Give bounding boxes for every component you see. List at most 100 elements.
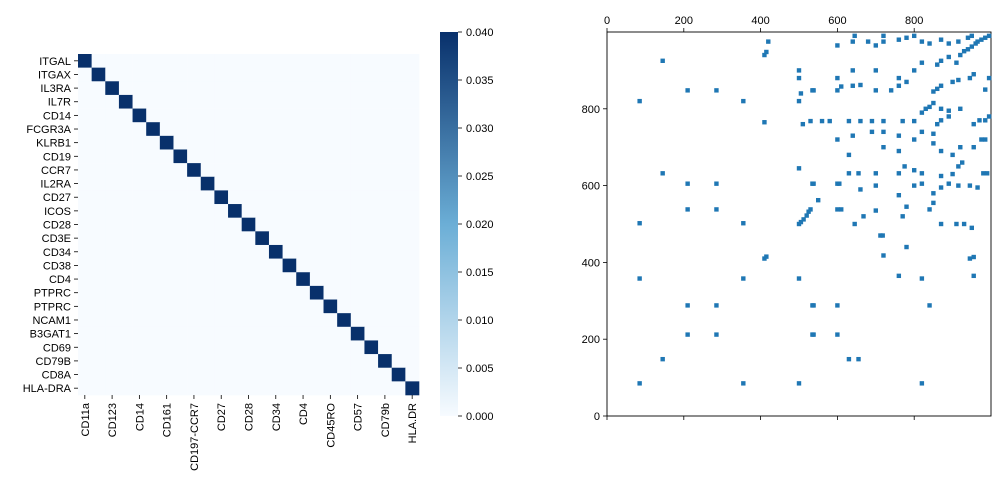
heatmap-cell bbox=[187, 217, 202, 232]
heatmap-cell bbox=[405, 285, 420, 300]
heatmap-cell bbox=[296, 381, 311, 396]
heatmap-cell bbox=[78, 67, 92, 82]
spy-point bbox=[986, 75, 992, 81]
spy-y-tick-label: 600 bbox=[582, 181, 600, 193]
spy-point bbox=[960, 160, 965, 165]
heatmap-cell bbox=[105, 326, 120, 341]
spy-point bbox=[919, 39, 925, 44]
spy-point bbox=[819, 118, 825, 124]
heatmap-cell bbox=[105, 163, 120, 178]
heatmap-cell bbox=[378, 231, 393, 246]
heatmap-cell bbox=[241, 299, 256, 314]
heatmap-cell bbox=[391, 244, 406, 259]
heatmap-cell bbox=[228, 231, 242, 246]
heatmap-row-label: ICOS bbox=[44, 206, 71, 218]
heatmap-cell bbox=[268, 217, 283, 232]
heatmap-cell bbox=[350, 204, 365, 218]
heatmap-cell bbox=[364, 326, 379, 341]
heatmap-cell bbox=[132, 381, 147, 396]
spy-point bbox=[881, 33, 886, 39]
heatmap-cell bbox=[405, 204, 420, 218]
heatmap-cell bbox=[78, 354, 92, 369]
heatmap-cell bbox=[118, 340, 133, 355]
heatmap-cell bbox=[241, 313, 256, 328]
heatmap-cell bbox=[350, 244, 365, 259]
heatmap-cell bbox=[364, 67, 379, 82]
colorbar-tick-label: 0.040 bbox=[466, 27, 494, 39]
heatmap-cell bbox=[146, 340, 161, 355]
heatmap-cell bbox=[132, 108, 147, 123]
colorbar-tick-label: 0.000 bbox=[466, 411, 494, 423]
heatmap-cell bbox=[173, 176, 188, 191]
heatmap-cell bbox=[282, 163, 297, 178]
spy-y-tick-label: 0 bbox=[594, 411, 600, 423]
heatmap-cell bbox=[309, 54, 324, 68]
heatmap-cell bbox=[391, 285, 406, 300]
spy-point bbox=[912, 183, 917, 188]
heatmap-cell bbox=[91, 190, 106, 205]
heatmap-cell bbox=[118, 190, 133, 205]
spy-x-tick-label: 0 bbox=[604, 15, 610, 27]
spy-point bbox=[835, 75, 840, 81]
heatmap-cell bbox=[405, 67, 420, 82]
spy-point bbox=[741, 98, 746, 104]
spy-point bbox=[896, 37, 902, 42]
spy-point bbox=[935, 86, 940, 92]
heatmap-cell bbox=[282, 313, 297, 328]
heatmap-cell bbox=[282, 190, 297, 205]
spy-point bbox=[811, 181, 816, 186]
spy-point bbox=[896, 133, 902, 138]
spy-point bbox=[904, 244, 909, 250]
spy-point bbox=[946, 108, 951, 113]
heatmap-cell bbox=[337, 231, 352, 246]
heatmap-cell bbox=[91, 163, 106, 178]
heatmap-cell bbox=[91, 231, 106, 246]
spy-x-tick-label: 400 bbox=[751, 15, 769, 27]
heatmap-cell bbox=[268, 149, 283, 164]
heatmap-cell bbox=[91, 81, 106, 96]
heatmap-cell bbox=[337, 381, 352, 396]
heatmap-cell bbox=[337, 367, 352, 382]
heatmap-cell bbox=[91, 204, 106, 218]
heatmap-cell bbox=[241, 258, 256, 273]
heatmap-cell bbox=[255, 94, 270, 109]
heatmap-cell bbox=[118, 67, 133, 82]
heatmap-cell bbox=[378, 272, 393, 287]
heatmap-cell bbox=[309, 367, 324, 382]
spy-point bbox=[798, 91, 804, 96]
heatmap-cell bbox=[364, 299, 379, 314]
heatmap-cell bbox=[282, 354, 297, 369]
heatmap-cell bbox=[159, 326, 174, 341]
spy-point bbox=[850, 39, 855, 44]
heatmap-cell bbox=[241, 94, 256, 109]
heatmap-cell bbox=[118, 176, 133, 191]
heatmap-cell bbox=[173, 94, 188, 109]
heatmap-cell bbox=[391, 135, 406, 150]
heatmap-cell bbox=[200, 204, 215, 218]
heatmap-cell bbox=[214, 67, 229, 82]
heatmap-cell bbox=[337, 285, 352, 300]
heatmap-cell bbox=[91, 326, 106, 341]
heatmap-cell bbox=[268, 135, 283, 150]
heatmap-cell bbox=[214, 54, 229, 68]
heatmap-cell bbox=[146, 54, 161, 68]
spy-point bbox=[956, 183, 961, 188]
spy-point bbox=[896, 171, 902, 176]
heatmap-row-label: FCGR3A bbox=[26, 124, 71, 136]
heatmap-cell bbox=[187, 176, 202, 191]
spy-point bbox=[637, 221, 642, 226]
heatmap-row-label: ITGAL bbox=[39, 56, 71, 68]
heatmap-cell bbox=[159, 163, 174, 178]
heatmap-cell bbox=[241, 149, 256, 164]
heatmap-cell bbox=[105, 122, 120, 137]
heatmap-cell bbox=[378, 190, 393, 205]
heatmap-cell bbox=[405, 299, 420, 314]
heatmap-cell bbox=[323, 367, 338, 382]
heatmap-cell bbox=[323, 217, 338, 232]
heatmap-cell bbox=[105, 313, 120, 328]
heatmap-cell bbox=[405, 217, 420, 232]
heatmap-row-label: HLA-DRA bbox=[23, 383, 72, 395]
heatmap-cell bbox=[241, 231, 256, 246]
heatmap-cell bbox=[350, 313, 365, 328]
heatmap-cell bbox=[159, 299, 174, 314]
